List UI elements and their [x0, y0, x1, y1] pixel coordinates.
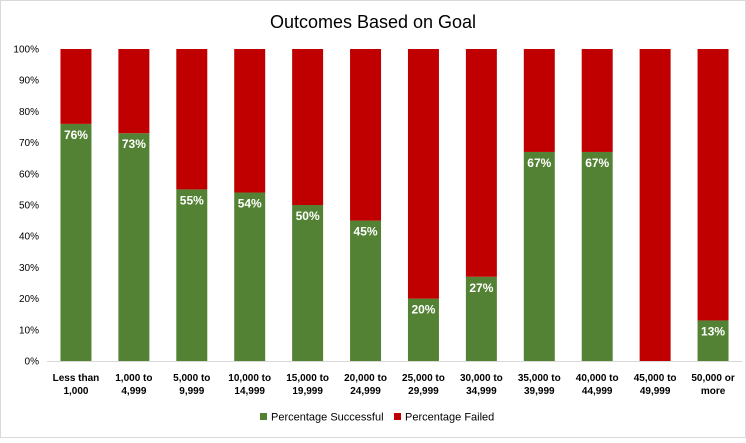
x-tick-label: 49,999 — [640, 386, 671, 397]
data-labels: 76% 73% 55% 54% 50% 45% 20% 27% 67% 67% 13% — [64, 128, 725, 339]
x-tick-label: 1,000 — [63, 386, 88, 397]
y-tick-label: 70% — [19, 138, 39, 149]
x-tick-label: 9,999 — [179, 386, 204, 397]
y-tick-label: 100% — [13, 45, 39, 56]
bar-failed — [697, 49, 729, 321]
bar-failed — [292, 49, 324, 205]
data-label: 67% — [585, 156, 609, 170]
x-tick-label: 25,000 to — [402, 373, 445, 384]
x-tick-label: Less than — [53, 373, 100, 384]
bar-failed — [523, 49, 555, 152]
bar-failed — [465, 49, 497, 277]
data-label: 45% — [354, 225, 378, 239]
bar-successful — [350, 220, 382, 361]
bars — [60, 49, 729, 361]
data-label: 27% — [469, 281, 493, 295]
x-tick-label: 1,000 to — [115, 373, 152, 384]
x-tick-label: 14,999 — [234, 386, 265, 397]
x-tick-label: 29,999 — [408, 386, 439, 397]
x-tick-label: 5,000 to — [173, 373, 210, 384]
bar-successful — [60, 123, 92, 361]
bar-successful — [465, 276, 497, 361]
x-tick-label: 34,999 — [466, 386, 497, 397]
x-tick-label: 50,000 or — [691, 373, 734, 384]
y-tick-label: 10% — [19, 325, 39, 336]
x-tick-label: 24,999 — [350, 386, 381, 397]
legend-swatch — [394, 413, 401, 420]
bar-failed — [350, 49, 382, 221]
y-tick-label: 40% — [19, 232, 39, 243]
x-tick-label: 30,000 to — [460, 373, 503, 384]
bar-failed — [581, 49, 613, 152]
x-tick-label: 35,000 to — [518, 373, 561, 384]
y-tick-label: 90% — [19, 76, 39, 87]
x-tick-label: 20,000 to — [344, 373, 387, 384]
data-label: 54% — [238, 197, 262, 211]
legend-swatch — [260, 413, 267, 420]
bar-successful — [697, 320, 729, 361]
bar-successful — [176, 189, 208, 361]
y-tick-label: 30% — [19, 263, 39, 274]
bar-failed — [60, 49, 92, 124]
data-label: 76% — [64, 128, 88, 142]
y-tick-label: 80% — [19, 107, 39, 118]
x-tick-label: more — [701, 386, 726, 397]
y-tick-label: 60% — [19, 169, 39, 180]
bar-successful — [407, 298, 439, 361]
x-tick-label: 39,999 — [524, 386, 555, 397]
data-label: 13% — [701, 324, 725, 338]
y-axis: 0% 10% 20% 30% 40% 50% 60% 70% 80% 90% 100% — [13, 45, 39, 368]
bar-successful — [292, 205, 324, 361]
x-axis: Less than 1,000 1,000 to 4,999 5,000 to 9,999… — [47, 361, 742, 397]
x-tick-label: 4,999 — [121, 386, 146, 397]
bar-successful — [118, 133, 150, 361]
x-tick-label: 45,000 to — [634, 373, 677, 384]
y-tick-label: 20% — [19, 294, 39, 305]
data-label: 55% — [180, 193, 204, 207]
bar-failed — [176, 49, 208, 190]
bar-failed — [407, 49, 439, 299]
bar-failed — [234, 49, 266, 193]
bar-failed — [118, 49, 150, 134]
y-tick-label: 0% — [25, 357, 40, 368]
bar-successful — [581, 151, 613, 361]
x-tick-label: 19,999 — [292, 386, 323, 397]
bar-failed — [639, 49, 671, 361]
data-label: 73% — [122, 137, 146, 151]
data-label: 67% — [527, 156, 551, 170]
legend-label: Percentage Failed — [405, 412, 494, 424]
x-tick-label: 40,000 to — [576, 373, 619, 384]
data-label: 20% — [411, 303, 435, 317]
legend-label: Percentage Successful — [271, 412, 384, 424]
x-tick-label: 10,000 to — [228, 373, 271, 384]
y-tick-label: 50% — [19, 201, 39, 212]
x-tick-label: 44,999 — [582, 386, 613, 397]
data-label: 50% — [296, 209, 320, 223]
x-tick-label: 15,000 to — [286, 373, 329, 384]
bar-successful — [234, 192, 266, 361]
legend: Percentage Successful Percentage Failed — [260, 412, 494, 424]
chart-title: Outcomes Based on Goal — [270, 12, 476, 32]
bar-successful — [523, 151, 555, 361]
